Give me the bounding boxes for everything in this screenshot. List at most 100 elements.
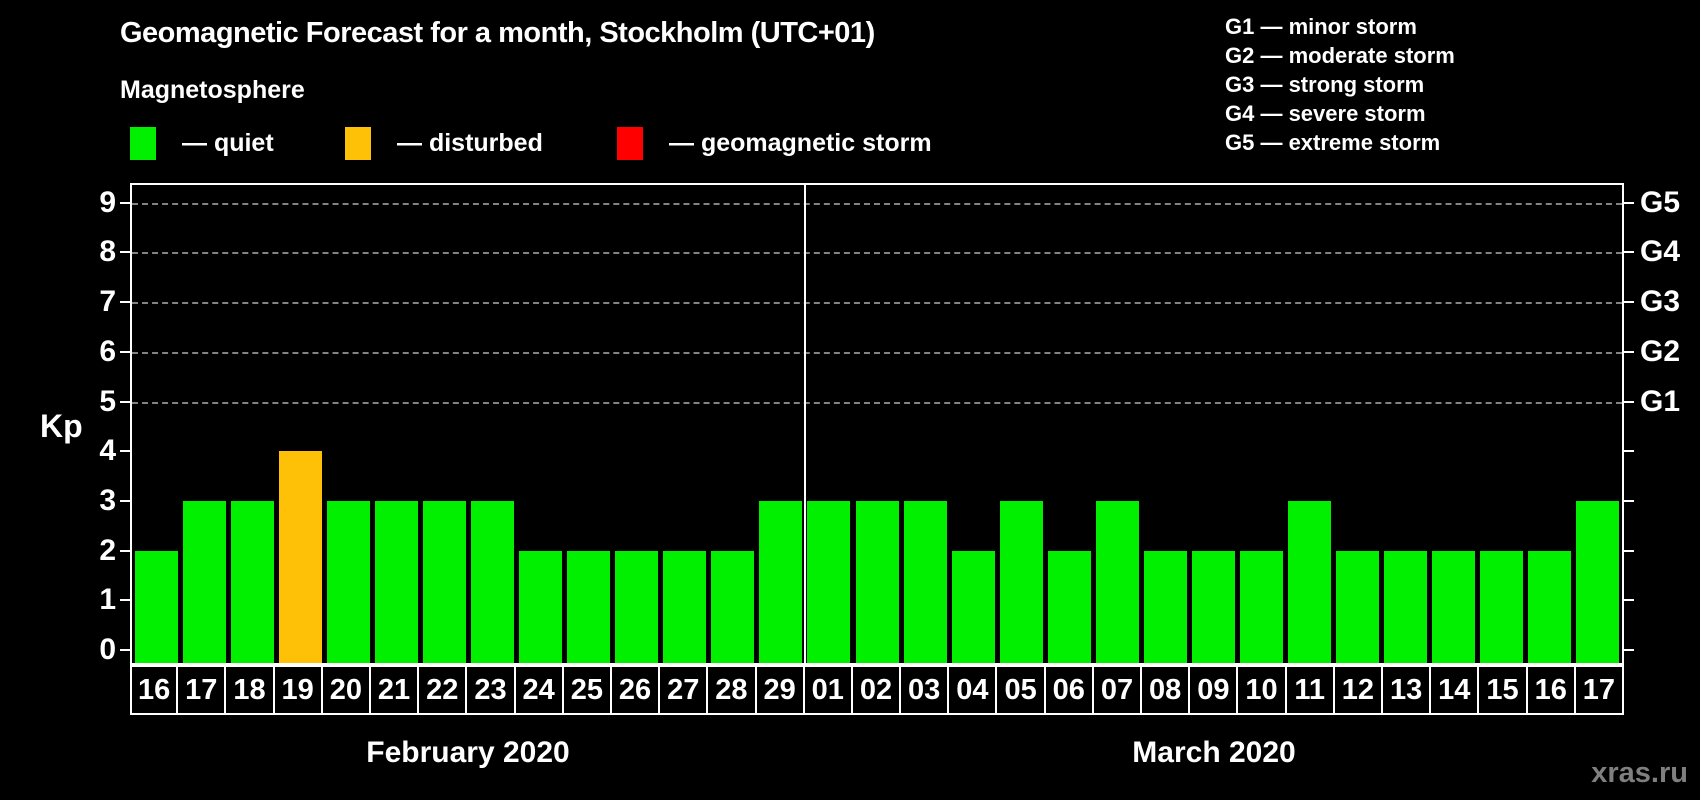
- day-label-09: 09: [1188, 665, 1239, 715]
- day-label-01: 01: [802, 665, 853, 715]
- day-label-17: 17: [1573, 665, 1624, 715]
- day-label-23: 23: [465, 665, 516, 715]
- bar-month1-day-17-kp3: [182, 500, 226, 663]
- bar-month1-day-22-kp3: [422, 500, 466, 663]
- day-label-18: 18: [224, 665, 275, 715]
- day-label-07: 07: [1091, 665, 1143, 715]
- g-scale-legend-line-5: G5 — extreme storm: [1225, 130, 1441, 155]
- y-tick-label-3: 3: [99, 483, 116, 517]
- gridline-kp-8: [132, 252, 1622, 255]
- bar-month2-day-13-kp2: [1384, 550, 1428, 663]
- bar-month1-day-21-kp3: [374, 500, 418, 663]
- bar-month2-day-16-kp2: [1528, 550, 1572, 663]
- day-label-29: 29: [754, 665, 805, 715]
- bar-month1-day-29-kp3: [759, 500, 803, 663]
- left-tick-kp-6: [120, 350, 130, 353]
- bar-month2-day-11-kp3: [1288, 500, 1332, 663]
- gridline-kp-6: [132, 351, 1622, 354]
- bar-month1-day-25-kp2: [567, 550, 611, 663]
- g-scale-legend-line-1: G1 — minor storm: [1225, 14, 1417, 39]
- day-label-03: 03: [899, 665, 950, 715]
- y-tick-label-6: 6: [99, 334, 116, 368]
- disturbed-color-swatch: [345, 127, 371, 160]
- x-axis-day-cells: 16 17 18 19 20 21 22 23 24 25 26 27 28 29 01 02 03 04 05 06…: [130, 665, 1624, 715]
- bar-month1-day-28-kp2: [711, 550, 755, 663]
- chart-title: Geomagnetic Forecast for a month, Stockh…: [120, 17, 875, 49]
- storm-color-swatch: [617, 127, 643, 160]
- gridline-kp-9: [132, 202, 1622, 205]
- bar-month2-day-14-kp2: [1432, 550, 1476, 663]
- bar-month2-day-15-kp2: [1480, 550, 1524, 663]
- y-tick-label-7: 7: [99, 285, 116, 319]
- day-label-15: 15: [1477, 665, 1528, 715]
- gridline-kp-5: [132, 401, 1622, 404]
- right-tick-kp-4: [1624, 450, 1634, 453]
- g-scale-legend-line-3: G3 — strong storm: [1225, 72, 1425, 97]
- right-tick-kp-1: [1624, 599, 1634, 602]
- right-tick-kp-5: [1624, 400, 1634, 403]
- day-label-20: 20: [320, 665, 371, 715]
- right-tick-kp-0: [1624, 649, 1634, 651]
- bar-month2-day-10-kp2: [1240, 550, 1284, 663]
- bar-month2-day-04-kp2: [951, 550, 995, 663]
- gridline-kp-7: [132, 302, 1622, 305]
- month-label-march: March 2020: [1132, 736, 1296, 769]
- day-label-19: 19: [272, 665, 323, 715]
- month-label-february: February 2020: [366, 736, 570, 769]
- legend-item-quiet: — quiet: [130, 127, 274, 160]
- y-tick-label-0: 0: [99, 633, 116, 666]
- bar-month1-day-18-kp3: [230, 500, 274, 663]
- bar-month2-day-09-kp2: [1191, 550, 1235, 663]
- right-tick-kp-8: [1624, 251, 1634, 254]
- g-scale-legend-line-2: G2 — moderate storm: [1225, 43, 1455, 68]
- day-label-06: 06: [1043, 665, 1094, 715]
- bar-month1-day-23-kp3: [470, 500, 514, 663]
- bar-month2-day-05-kp3: [999, 500, 1043, 663]
- day-label-16: 16: [1525, 665, 1576, 715]
- bar-month2-day-06-kp2: [1047, 550, 1091, 663]
- right-axis-label-g3: G3: [1640, 285, 1681, 319]
- y-tick-label-8: 8: [99, 235, 116, 269]
- day-label-05: 05: [995, 665, 1046, 715]
- left-tick-kp-9: [120, 201, 130, 204]
- legend-label-disturbed: — disturbed: [397, 129, 543, 157]
- legend-item-disturbed: — disturbed: [345, 127, 543, 160]
- left-tick-kp-5: [120, 400, 130, 403]
- bar-month1-day-26-kp2: [615, 550, 659, 663]
- chart-subtitle: Magnetosphere: [120, 76, 305, 104]
- y-tick-label-2: 2: [99, 533, 116, 567]
- day-label-28: 28: [706, 665, 757, 715]
- bar-month2-day-01-kp3: [807, 500, 851, 663]
- right-axis-label-g4: G4: [1640, 235, 1681, 269]
- y-axis-title-kp: Kp: [40, 408, 83, 444]
- day-label-17: 17: [176, 665, 227, 715]
- legend-label-quiet: — quiet: [182, 129, 274, 157]
- right-tick-kp-7: [1624, 301, 1634, 304]
- day-label-27: 27: [658, 665, 709, 715]
- right-axis-label-g5: G5: [1640, 185, 1681, 219]
- bar-month1-day-16-kp2: [134, 550, 178, 663]
- left-tick-kp-3: [120, 499, 130, 502]
- right-tick-kp-6: [1624, 350, 1634, 353]
- day-label-13: 13: [1381, 665, 1432, 715]
- left-tick-kp-4: [120, 450, 130, 453]
- bar-month2-day-07-kp3: [1095, 500, 1139, 663]
- left-tick-kp-8: [120, 251, 130, 254]
- right-tick-kp-2: [1624, 549, 1634, 552]
- month-divider-line: [803, 185, 806, 663]
- plot-area: [130, 183, 1624, 665]
- left-tick-kp-1: [120, 599, 130, 602]
- day-label-11: 11: [1284, 665, 1335, 715]
- bar-month1-day-19-kp4: [278, 451, 322, 663]
- bar-month1-day-27-kp2: [663, 550, 707, 663]
- day-label-25: 25: [561, 665, 612, 715]
- day-label-12: 12: [1332, 665, 1384, 715]
- right-tick-kp-9: [1624, 201, 1634, 204]
- left-tick-kp-0: [120, 649, 130, 651]
- bar-month2-day-03-kp3: [903, 500, 947, 663]
- g-scale-legend: G1 — minor storm G2 — moderate storm G3 — …: [1225, 12, 1455, 157]
- left-tick-kp-7: [120, 301, 130, 304]
- day-label-04: 04: [947, 665, 998, 715]
- legend-item-storm: — geomagnetic storm: [617, 127, 932, 160]
